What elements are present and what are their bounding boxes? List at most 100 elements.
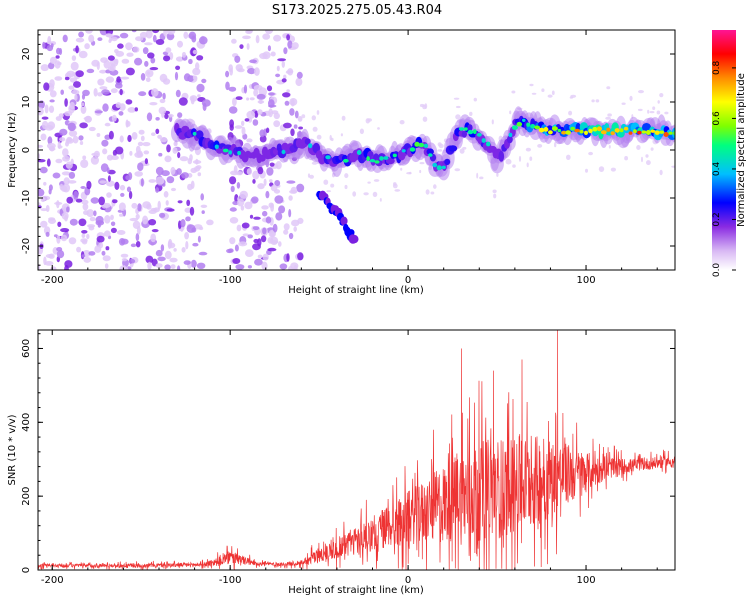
colorbar-gradient [712, 30, 736, 270]
noise-blob [118, 202, 126, 211]
noise-blob [273, 120, 281, 128]
noise-blob [271, 110, 279, 115]
noise-blob [104, 263, 109, 269]
noise-blob [69, 218, 78, 226]
noise-blob [288, 232, 294, 240]
snr-background [38, 330, 675, 570]
noise-blob [189, 206, 195, 216]
noise-blob [293, 124, 298, 129]
ridge-peak [522, 118, 526, 123]
noise-blob [197, 94, 201, 98]
noise-blob [183, 260, 191, 265]
noise-blob [104, 215, 111, 224]
noise-blob [234, 244, 239, 252]
noise-blob [68, 85, 75, 90]
noise-blob [197, 172, 202, 177]
noise-blob [236, 182, 241, 189]
noise-blob [462, 146, 467, 150]
noise-blob [229, 217, 239, 224]
noise-blob [649, 111, 655, 114]
noise-blob [629, 95, 633, 101]
noise-blob [262, 227, 267, 235]
spectrogram-y-label: Frequency (Hz) [7, 112, 18, 188]
noise-blob [200, 204, 208, 208]
noise-blob [329, 134, 332, 141]
noise-blob [86, 233, 90, 240]
x-tick-label: 100 [576, 575, 595, 586]
ridge-peak [600, 130, 607, 135]
noise-blob [97, 222, 101, 228]
noise-blob [392, 183, 398, 189]
noise-blob [126, 52, 134, 57]
noise-blob [187, 75, 194, 82]
noise-blob [277, 58, 286, 62]
noise-blob [258, 99, 263, 105]
noise-blob [119, 184, 126, 191]
noise-blob [78, 218, 87, 227]
noise-blob [606, 86, 611, 90]
noise-blob [287, 40, 293, 49]
noise-blob [585, 168, 588, 173]
snr-frame [37, 329, 676, 571]
noise-blob [81, 254, 86, 258]
noise-blob [88, 251, 96, 256]
noise-blob [128, 190, 133, 200]
noise-blob [265, 190, 270, 199]
noise-blob [98, 242, 104, 249]
noise-blob [157, 256, 166, 262]
noise-blob [149, 67, 159, 71]
noise-blob [108, 39, 112, 43]
noise-blob [512, 164, 516, 168]
noise-blob [287, 68, 294, 76]
ridge-peak [596, 126, 603, 132]
noise-blob [225, 70, 230, 78]
noise-blob [409, 171, 412, 175]
ridge-peak [366, 156, 370, 162]
noise-blob [246, 138, 253, 143]
noise-blob [186, 199, 191, 206]
noise-blob [61, 171, 71, 176]
noise-blob [145, 30, 153, 39]
noise-blob [198, 226, 204, 231]
noise-blob [297, 217, 304, 224]
noise-blob [244, 118, 250, 122]
noise-blob [165, 200, 169, 206]
noise-blob [75, 37, 85, 43]
noise-blob [177, 40, 183, 48]
noise-blob [293, 226, 298, 232]
noise-blob [95, 220, 105, 226]
noise-blob [139, 31, 148, 39]
noise-blob [199, 36, 208, 45]
noise-blob [137, 162, 144, 171]
noise-blob [253, 238, 259, 244]
noise-blob [69, 77, 78, 83]
noise-blob [437, 142, 442, 147]
noise-blob [363, 192, 369, 196]
noise-blob [155, 176, 165, 185]
noise-blob [249, 59, 257, 64]
ridge-core [385, 157, 395, 165]
noise-blob [492, 189, 497, 194]
ridge-peak [281, 149, 286, 155]
noise-blob [268, 92, 275, 96]
x-tick-label: -200 [41, 275, 64, 286]
ridge-peak [356, 150, 362, 155]
noise-blob [55, 116, 62, 121]
noise-blob [197, 235, 201, 243]
noise-blob [278, 241, 282, 247]
noise-blob [255, 35, 260, 44]
ridge-peak [633, 129, 637, 134]
ridge-core [426, 148, 434, 155]
noise-blob [55, 158, 63, 164]
noise-blob [437, 149, 443, 152]
noise-blob [56, 47, 61, 55]
noise-blob [120, 192, 125, 197]
noise-blob [60, 89, 64, 95]
y-tick-label: 600 [21, 339, 32, 358]
noise-blob [252, 170, 260, 180]
noise-blob [298, 126, 303, 130]
noise-blob [183, 31, 189, 39]
ridge-peak [432, 162, 438, 168]
noise-blob [84, 115, 92, 123]
noise-blob [159, 73, 168, 83]
